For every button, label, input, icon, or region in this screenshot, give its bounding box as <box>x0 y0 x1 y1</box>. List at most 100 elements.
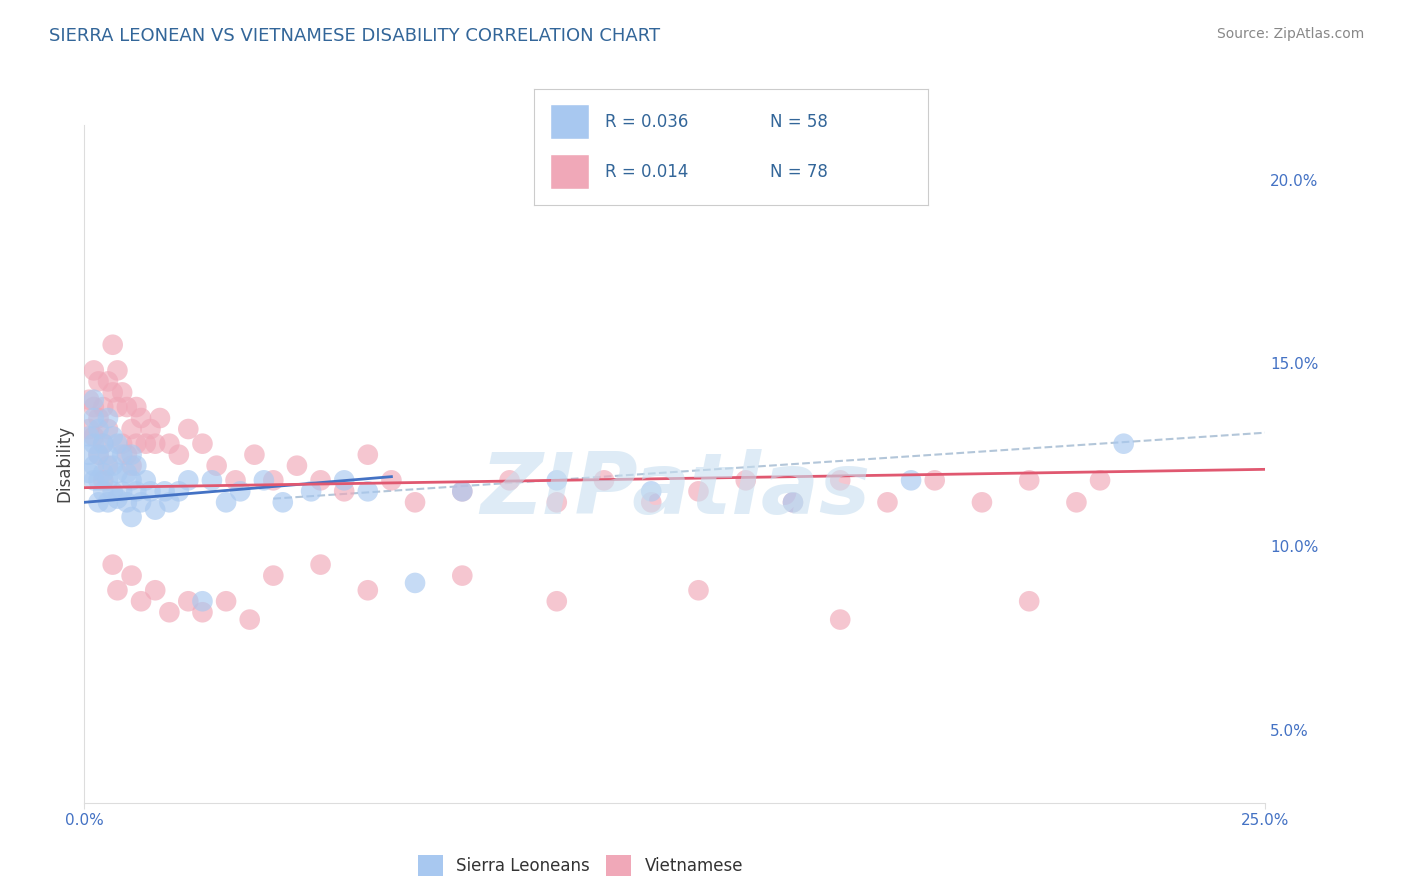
Point <box>271 495 294 509</box>
Point <box>121 473 143 487</box>
Point <box>101 558 124 572</box>
Point <box>91 436 114 450</box>
Text: R = 0.014: R = 0.014 <box>605 162 689 180</box>
Point <box>299 484 322 499</box>
Point <box>107 583 129 598</box>
Point <box>546 473 568 487</box>
Point <box>97 411 120 425</box>
Point <box>125 458 148 473</box>
Point <box>333 484 356 499</box>
Point <box>115 466 138 480</box>
Point <box>111 448 134 462</box>
Point <box>115 448 138 462</box>
Point <box>253 473 276 487</box>
Point <box>83 400 105 414</box>
Point <box>135 473 157 487</box>
Point <box>139 484 162 499</box>
Point <box>640 495 662 509</box>
Point <box>101 484 124 499</box>
Point <box>107 466 129 480</box>
Point <box>83 392 105 407</box>
Point <box>91 484 114 499</box>
Point <box>157 605 180 619</box>
Point <box>153 484 176 499</box>
Point <box>97 448 120 462</box>
Point <box>191 436 214 450</box>
Point <box>451 568 474 582</box>
Point <box>309 473 332 487</box>
Point <box>1088 473 1111 487</box>
Point <box>91 466 114 480</box>
Point <box>285 458 308 473</box>
Point <box>83 411 105 425</box>
Legend: Sierra Leoneans, Vietnamese: Sierra Leoneans, Vietnamese <box>418 855 744 876</box>
Point <box>97 458 120 473</box>
Point <box>262 473 284 487</box>
Point <box>225 473 247 487</box>
Point <box>688 583 710 598</box>
Point <box>149 411 172 425</box>
Point <box>111 484 134 499</box>
Point <box>640 484 662 499</box>
Point <box>129 411 152 425</box>
Point <box>121 422 143 436</box>
Point <box>77 422 100 436</box>
Point <box>87 448 110 462</box>
Point <box>734 473 756 487</box>
Point <box>157 436 180 450</box>
Point <box>115 495 138 509</box>
Point <box>97 422 120 436</box>
Point <box>1066 495 1088 509</box>
Point <box>87 473 110 487</box>
Point <box>125 400 148 414</box>
Point <box>129 495 152 509</box>
Point <box>451 484 474 499</box>
Point <box>205 458 228 473</box>
Point <box>111 436 134 450</box>
Point <box>167 484 190 499</box>
Point <box>97 495 120 509</box>
Point <box>191 594 214 608</box>
Point <box>215 594 238 608</box>
Point <box>380 473 402 487</box>
Point <box>546 495 568 509</box>
Point <box>243 448 266 462</box>
Point <box>101 337 124 351</box>
Point <box>357 583 380 598</box>
Point <box>77 429 100 443</box>
Point <box>87 448 110 462</box>
Point <box>167 448 190 462</box>
Point <box>782 495 804 509</box>
Point <box>157 495 180 509</box>
Point <box>177 594 200 608</box>
Point <box>111 385 134 400</box>
Point <box>121 448 143 462</box>
Point <box>97 375 120 389</box>
Point <box>229 484 252 499</box>
Point <box>830 613 852 627</box>
Point <box>87 422 110 436</box>
FancyBboxPatch shape <box>550 104 589 139</box>
Point <box>83 473 105 487</box>
Point <box>309 558 332 572</box>
Point <box>83 436 105 450</box>
FancyBboxPatch shape <box>550 154 589 189</box>
Point <box>107 436 129 450</box>
Point <box>1112 436 1135 450</box>
Point <box>404 576 426 591</box>
Point <box>115 400 138 414</box>
Point <box>143 502 166 516</box>
Point <box>77 392 100 407</box>
Point <box>357 484 380 499</box>
Text: R = 0.036: R = 0.036 <box>605 112 689 130</box>
Point <box>688 484 710 499</box>
Point <box>830 473 852 487</box>
Point <box>91 400 114 414</box>
Point <box>121 568 143 582</box>
Point <box>135 436 157 450</box>
Point <box>107 400 129 414</box>
Point <box>91 473 114 487</box>
Point <box>121 510 143 524</box>
Point <box>262 568 284 582</box>
Point <box>83 363 105 377</box>
